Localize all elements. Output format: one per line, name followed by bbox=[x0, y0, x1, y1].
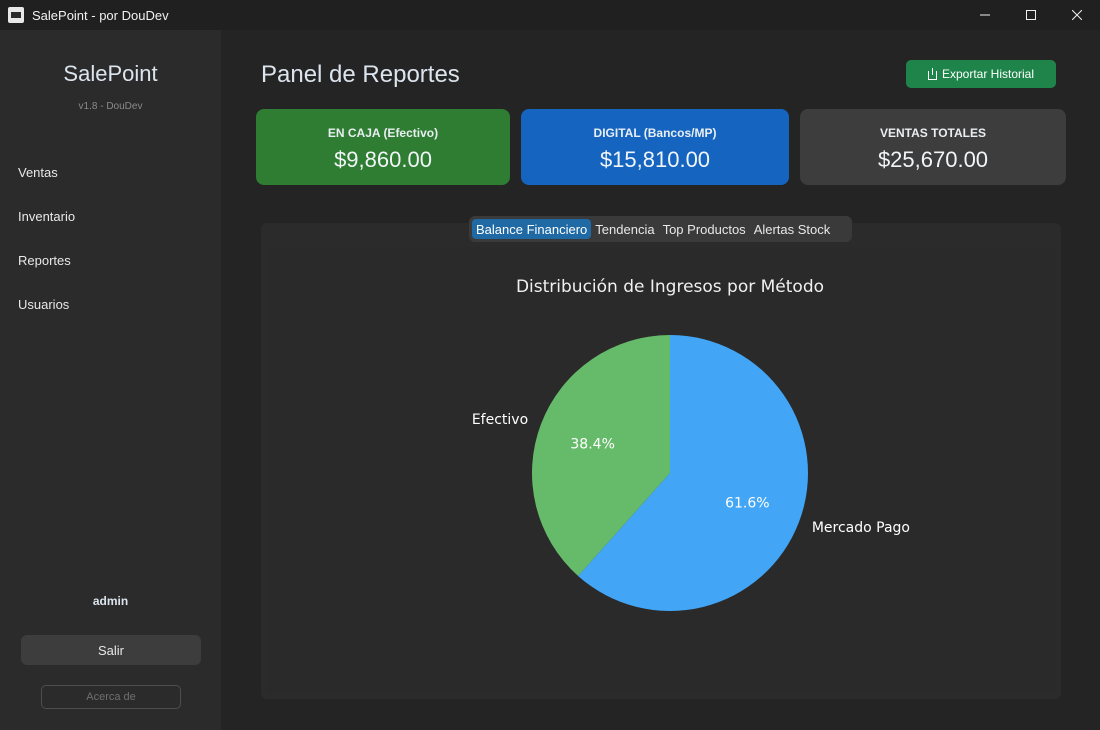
cash-card: EN CAJA (Efectivo) $9,860.00 bbox=[256, 109, 510, 185]
digital-card-label: DIGITAL (Bancos/MP) bbox=[593, 126, 717, 140]
cash-card-value: $9,860.00 bbox=[334, 147, 432, 172]
pie-label-efectivo: Efectivo bbox=[472, 412, 528, 428]
total-sales-card-label: VENTAS TOTALES bbox=[879, 126, 986, 140]
maximize-button[interactable] bbox=[1008, 0, 1054, 30]
digital-card-value: $15,810.00 bbox=[599, 147, 711, 172]
tab-bar: Balance Financiero Tendencia Top Product… bbox=[469, 216, 852, 242]
sidebar-item-ventas[interactable]: Ventas bbox=[18, 165, 58, 180]
income-pie-chart: Distribución de Ingresos por Método 61.6… bbox=[472, 277, 910, 611]
main-panel: Panel de Reportes Exportar Historial EN … bbox=[221, 30, 1100, 730]
tab-top-productos[interactable]: Top Productos bbox=[662, 221, 746, 237]
total-sales-card: VENTAS TOTALES $25,670.00 bbox=[800, 109, 1066, 185]
cash-card-label: EN CAJA (Efectivo) bbox=[327, 126, 439, 140]
sidebar-item-reportes[interactable]: Reportes bbox=[18, 253, 71, 268]
tab-alertas-stock[interactable]: Alertas Stock bbox=[753, 221, 831, 237]
chart-title: Distribución de Ingresos por Método bbox=[516, 277, 824, 297]
total-sales-card-value: $25,670.00 bbox=[877, 147, 989, 172]
download-icon bbox=[927, 67, 937, 80]
pie-slice-mercado-pago bbox=[578, 335, 809, 611]
app-icon bbox=[8, 7, 24, 23]
minimize-icon bbox=[980, 14, 990, 16]
sidebar-item-usuarios[interactable]: Usuarios bbox=[18, 297, 70, 312]
current-user: admin bbox=[92, 594, 129, 608]
version-label: v1.8 - DouDev bbox=[78, 101, 143, 112]
title-bar: SalePoint - por DouDev bbox=[0, 0, 1100, 30]
page-title: Panel de Reportes bbox=[261, 61, 460, 88]
tab-tendencia[interactable]: Tendencia bbox=[595, 221, 655, 237]
window-title: SalePoint - por DouDev bbox=[32, 7, 169, 23]
tab-balance-financiero[interactable]: Balance Financiero bbox=[472, 219, 592, 239]
pie-label-mercado-pago: Mercado Pago bbox=[812, 520, 910, 536]
sidebar-item-inventario[interactable]: Inventario bbox=[18, 209, 76, 224]
pie-group: 61.6% Mercado Pago 38.4% Efectivo bbox=[472, 335, 910, 611]
report-tabview: Distribución de Ingresos por Método 61.6… bbox=[261, 216, 1061, 699]
close-button[interactable] bbox=[1054, 0, 1100, 30]
close-icon bbox=[1072, 10, 1082, 20]
window-controls bbox=[962, 0, 1100, 30]
tab-content: Distribución de Ingresos por Método 61.6… bbox=[267, 247, 1055, 693]
logout-button[interactable]: Salir bbox=[21, 635, 201, 665]
minimize-button[interactable] bbox=[962, 0, 1008, 30]
pie-slice-efectivo bbox=[532, 335, 670, 576]
export-label: Exportar Historial bbox=[941, 67, 1035, 81]
pie-percent-efectivo: 38.4% bbox=[570, 436, 614, 452]
about-button[interactable]: Acerca de bbox=[41, 685, 181, 709]
brand-title: SalePoint bbox=[63, 61, 158, 86]
pie-percent-mercado-pago: 61.6% bbox=[725, 496, 769, 512]
maximize-icon bbox=[1026, 10, 1036, 20]
digital-card: DIGITAL (Bancos/MP) $15,810.00 bbox=[521, 109, 789, 185]
export-history-button[interactable]: Exportar Historial bbox=[906, 60, 1056, 88]
sidebar: SalePoint v1.8 - DouDev Ventas Inventari… bbox=[0, 30, 221, 730]
